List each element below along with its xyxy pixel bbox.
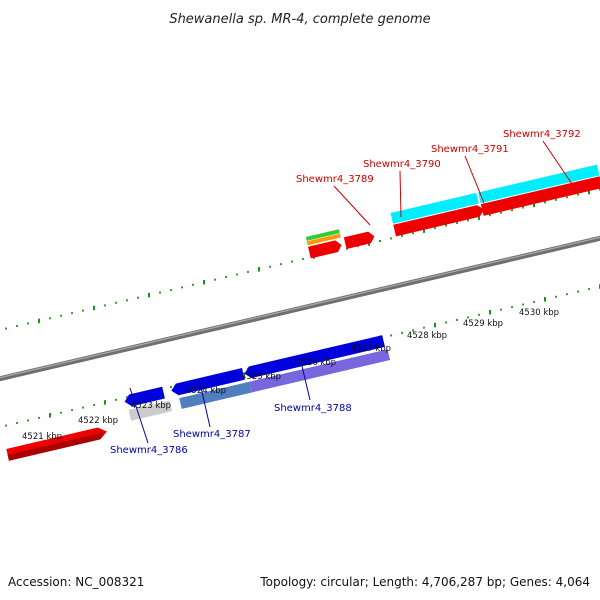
shewmr4-3787-leader-line bbox=[199, 382, 211, 428]
topology-text: Topology: circular; Length: 4,706,287 bp… bbox=[259, 575, 590, 589]
tick-label: 4525 kbp bbox=[241, 372, 281, 382]
gene-label-shewmr4-3791[interactable]: Shewmr4_3791 bbox=[431, 144, 509, 155]
shewmr4-3789-green-feature[interactable] bbox=[305, 229, 340, 241]
shewmr4-3789-cds[interactable] bbox=[308, 239, 343, 259]
tick-label: 4522 kbp bbox=[78, 416, 118, 426]
shewmr4-3791-leader-line bbox=[464, 155, 485, 204]
shewmr4-3791-cyan-feature[interactable] bbox=[390, 192, 479, 224]
gene-label-shewmr4-3788[interactable]: Shewmr4_3788 bbox=[274, 403, 352, 414]
shewmr4-3787-cds[interactable] bbox=[170, 368, 245, 397]
gene-label-shewmr4-3792[interactable]: Shewmr4_3792 bbox=[503, 129, 581, 140]
shewmr4-3789-leader-line bbox=[333, 185, 371, 226]
shewmr4-3787-steel-feature[interactable] bbox=[179, 381, 252, 409]
tick-label: 4528 kbp bbox=[407, 331, 447, 341]
shewmr4-3790-cds[interactable] bbox=[343, 230, 376, 250]
tick-label: 4527 kbp bbox=[351, 344, 391, 354]
tick-label: 4530 kbp bbox=[519, 308, 559, 318]
forward-cds-feature-shadow bbox=[7, 432, 104, 461]
shewmr4-3791-cds[interactable] bbox=[393, 204, 485, 237]
shewmr4-3786-leader-line bbox=[129, 387, 149, 444]
genome-backbone-highlight bbox=[0, 236, 600, 379]
tick-label: 4524 kbp bbox=[186, 386, 226, 396]
shewmr4-3792-cyan-feature[interactable] bbox=[478, 164, 600, 204]
shewmr4-3789-orange-feature[interactable] bbox=[306, 233, 341, 246]
outer-tick-track bbox=[5, 188, 600, 330]
tick-labels: 4521 kbp 4522 kbp 4523 kbp 4524 kbp 4525… bbox=[22, 308, 559, 442]
tick-label: 4521 kbp bbox=[22, 432, 62, 442]
shewmr4-3792-leader-line bbox=[542, 140, 573, 185]
tick-label: 4523 kbp bbox=[131, 401, 171, 411]
shewmr4-3788-purple-feature[interactable] bbox=[249, 349, 391, 393]
map-title: Shewanella sp. MR-4, complete genome bbox=[169, 12, 430, 27]
shewmr4-3792-cds[interactable] bbox=[480, 176, 600, 216]
gene-label-shewmr4-3786[interactable]: Shewmr4_3786 bbox=[110, 445, 188, 456]
tick-label: 4529 kbp bbox=[463, 319, 503, 329]
genome-backbone bbox=[0, 235, 600, 382]
shewmr4-3790-leader-line bbox=[399, 170, 402, 218]
accession-text: Accession: NC_008321 bbox=[8, 575, 144, 589]
shewmr4-3788-cds[interactable] bbox=[243, 335, 385, 379]
gene-label-shewmr4-3787[interactable]: Shewmr4_3787 bbox=[173, 429, 251, 440]
gene-label-shewmr4-3790[interactable]: Shewmr4_3790 bbox=[363, 159, 441, 170]
gene-label-shewmr4-3789[interactable]: Shewmr4_3789 bbox=[296, 174, 374, 185]
tick-label: 4526 kbp bbox=[296, 358, 336, 368]
shewmr4-3788-leader-line bbox=[301, 365, 311, 401]
